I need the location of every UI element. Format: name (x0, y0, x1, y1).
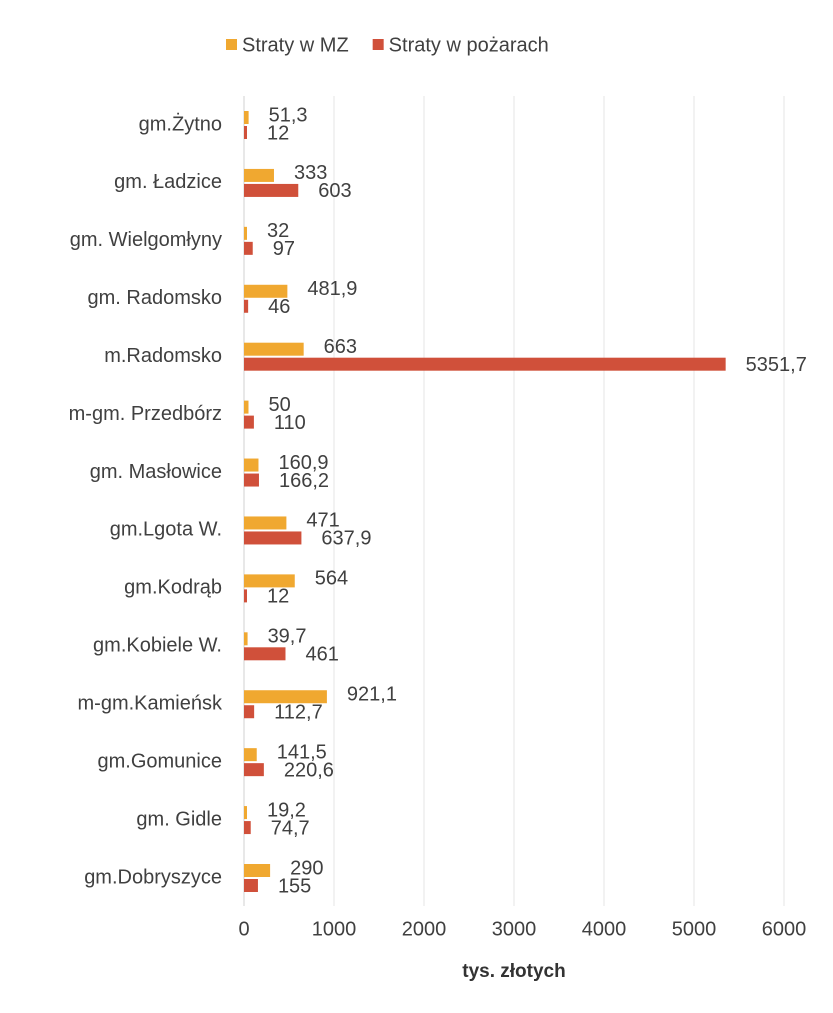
data-label: 166,2 (279, 470, 329, 492)
bar (244, 574, 295, 588)
bar (244, 400, 249, 414)
y-tick-label: gm.Żytno (139, 112, 222, 135)
x-tick-label: 5000 (672, 918, 717, 940)
bar (244, 284, 288, 298)
bar (244, 458, 259, 472)
y-tick-label: gm. Radomsko (88, 287, 223, 309)
bar (244, 168, 274, 182)
y-tick-label: m.Radomsko (104, 345, 222, 367)
data-label: 5351,7 (746, 354, 807, 376)
bar (244, 647, 286, 661)
x-tick-label: 4000 (582, 918, 627, 940)
y-tick-label: gm. Wielgomłyny (70, 229, 222, 251)
data-label: 19,2 (267, 799, 306, 821)
y-tick-label: m-gm.Kamieńsk (78, 693, 223, 715)
y-tick-label: gm.Dobryszyce (84, 866, 222, 888)
data-label: 637,9 (321, 528, 371, 550)
data-label: 155 (278, 875, 311, 897)
data-label: 39,7 (268, 626, 307, 648)
data-label: 603 (318, 180, 351, 202)
y-tick-label: gm. Ładzice (114, 171, 222, 193)
x-axis-title: tys. złotych (462, 961, 565, 982)
legend-swatch (372, 39, 384, 50)
data-label: 12 (267, 122, 289, 144)
data-label: 112,7 (274, 702, 323, 724)
y-tick-label: gm.Kobiele W. (93, 635, 222, 657)
bar (244, 632, 248, 646)
bar (244, 126, 247, 139)
bar (244, 226, 247, 240)
y-tick-label: m-gm. Przedbórz (69, 403, 222, 425)
x-tick-label: 3000 (492, 918, 537, 940)
x-tick-label: 6000 (762, 918, 807, 940)
bar (244, 342, 304, 356)
bar (244, 589, 247, 603)
bar (244, 806, 247, 820)
bar (244, 531, 302, 545)
bar (244, 241, 253, 255)
bar (244, 763, 264, 777)
y-tick-label: gm.Kodrąb (124, 577, 222, 599)
bar (244, 864, 271, 877)
legend-swatch (226, 39, 237, 50)
data-label: 921,1 (347, 684, 397, 706)
bar (244, 415, 254, 429)
data-label: 141,5 (277, 741, 327, 763)
legend-label: Straty w MZ (242, 34, 349, 56)
data-label: 12 (267, 586, 289, 608)
data-label: 32 (267, 220, 289, 242)
bar (244, 111, 249, 124)
y-tick-label: gm. Masłowice (90, 461, 222, 483)
data-label: 51,3 (269, 104, 308, 126)
data-label: 220,6 (284, 759, 334, 781)
y-tick-label: gm. Gidle (136, 808, 222, 830)
bar (244, 821, 251, 835)
x-tick-label: 2000 (402, 918, 447, 940)
bar (244, 299, 249, 313)
data-label: 46 (268, 296, 290, 318)
data-label: 333 (294, 162, 327, 184)
bar (244, 516, 287, 530)
legend-label: Straty w pożarach (389, 34, 549, 56)
bar (244, 690, 327, 704)
bar (244, 357, 726, 371)
data-label: 663 (324, 336, 357, 358)
x-tick-label: 1000 (312, 918, 357, 940)
bar (244, 748, 257, 762)
data-label: 471 (306, 510, 339, 532)
data-label: 50 (269, 394, 291, 416)
data-label: 461 (305, 644, 338, 666)
data-label: 290 (290, 857, 323, 879)
data-label: 97 (273, 238, 295, 260)
data-label: 74,7 (271, 817, 310, 839)
y-tick-label: gm.Lgota W. (110, 519, 222, 541)
data-label: 160,9 (278, 452, 328, 474)
data-label: 481,9 (307, 278, 357, 300)
bar (244, 879, 258, 892)
data-label: 110 (274, 412, 306, 434)
bar (244, 183, 299, 197)
bar (244, 473, 259, 487)
data-label: 564 (315, 568, 348, 590)
y-tick-label: gm.Gomunice (98, 750, 223, 772)
x-tick-label: 0 (238, 918, 249, 940)
bar (244, 705, 255, 719)
